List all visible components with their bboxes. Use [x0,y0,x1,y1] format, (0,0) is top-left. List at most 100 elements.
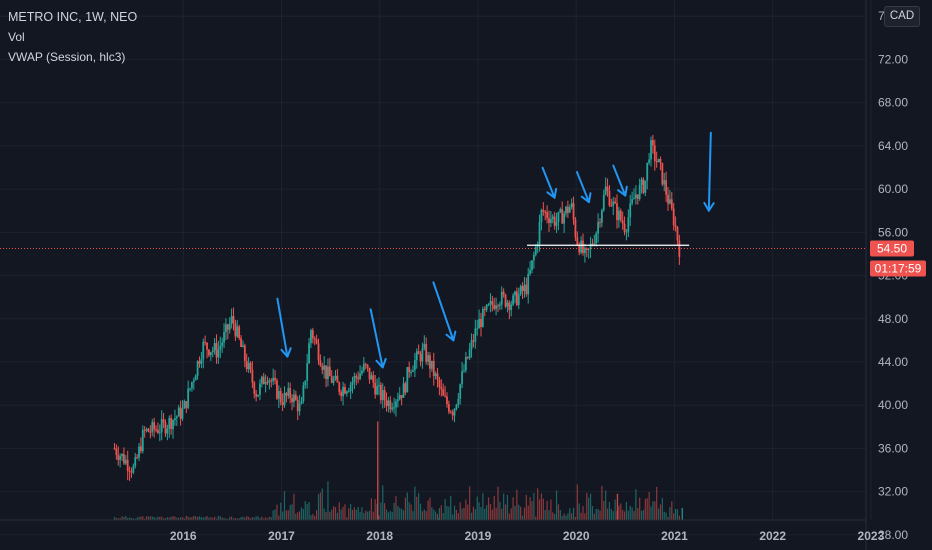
candle-body [408,367,411,373]
candle-body [226,324,229,330]
candle-body [123,454,125,464]
volume-bar [574,517,577,520]
candle-body [678,240,681,257]
candle-body [174,418,176,421]
candle-body [294,394,297,400]
candle-body [364,363,367,365]
volume-bar [516,489,518,520]
annotation-arrow-shaft [276,297,289,358]
volume-bar [227,518,229,520]
volume-bar [274,509,276,520]
volume-bar [272,510,274,520]
vwap-indicator-label[interactable]: VWAP (Session, hlc3) [8,50,126,64]
volume-bar [187,516,189,520]
volume-spike [437,518,440,520]
candle-body [648,159,651,163]
candle-body [655,160,658,163]
candle-body [627,217,630,232]
volume-bar [622,509,624,520]
time-tick-label: 2023 [858,529,885,543]
volume-bar [504,504,507,520]
candle-body [674,225,677,227]
volume-bar [363,512,365,520]
candle-body [151,422,154,432]
volume-bar [327,481,329,520]
chart-grid [0,0,872,536]
candle-body [247,362,250,370]
volume-bar [229,516,231,520]
candle-body [623,223,626,232]
volume-bar [365,510,367,520]
candle-body [353,376,356,382]
volume-bar [295,513,297,520]
candle-body [667,194,669,204]
volume-bar [521,515,524,520]
volume-bar [457,513,459,520]
candle-body [472,340,475,342]
candle-body [192,380,195,383]
volume-bar [119,518,121,520]
candle-body [481,309,484,327]
candle-body [466,356,469,359]
volume-bar [342,506,344,520]
candle-body [391,407,394,410]
volume-bar [136,517,138,520]
candle-body [328,366,331,377]
candle-body [206,342,208,350]
volume-bar [676,509,679,520]
volume-bar [654,501,656,520]
volume-indicator-label[interactable]: Vol [8,30,25,44]
volume-bar [380,502,382,520]
candle-body [155,429,157,431]
candle-body [208,349,210,356]
symbol-title[interactable]: METRO INC, 1W, NEO [8,10,138,24]
volume-bar [595,508,597,520]
candle-body [500,291,503,305]
volume-bar [469,486,471,520]
volume-bar [657,508,660,520]
currency-button[interactable]: CAD [884,6,920,27]
candle-body [266,381,269,383]
annotation-arrow-head [280,347,292,358]
volume-bar [478,502,480,520]
volume-bar [569,508,571,520]
volume-bar [217,515,219,520]
volume-bar [170,516,172,520]
volume-bar [266,518,269,520]
volume-bar [584,513,586,520]
volume-bar [533,492,535,520]
candle-body [374,382,377,395]
candle-body [650,140,652,160]
candle-body [383,390,386,401]
volume-bar [200,517,202,520]
candle-body [474,328,477,342]
volume-bar [144,518,146,520]
horizontal-lines [0,244,866,250]
candle-body [612,201,615,206]
volume-bar [140,516,142,520]
time-tick-label: 2020 [563,529,590,543]
volume-bar [452,514,454,520]
candle-body [457,398,460,405]
candle-body [219,346,222,350]
candle-body [614,201,617,204]
volume-bar [319,492,321,520]
volume-bar [650,506,652,520]
volume-bar [244,517,246,520]
volume-bar [195,516,197,520]
candle-body [410,371,412,373]
annotation-arrow-shaft [612,164,627,197]
price-labels: 54.50 01:17:59 [870,240,926,277]
volume-bar [648,491,650,520]
volume-bar [387,512,390,520]
volume-bar [535,516,537,520]
candle-body [417,351,420,355]
candle-body [413,360,416,371]
volume-bar [348,508,350,520]
volume-bar [608,502,611,520]
candle-body [217,349,220,358]
volume-bar [325,512,327,520]
volume-bar [308,501,310,520]
volume-bar [601,486,603,520]
